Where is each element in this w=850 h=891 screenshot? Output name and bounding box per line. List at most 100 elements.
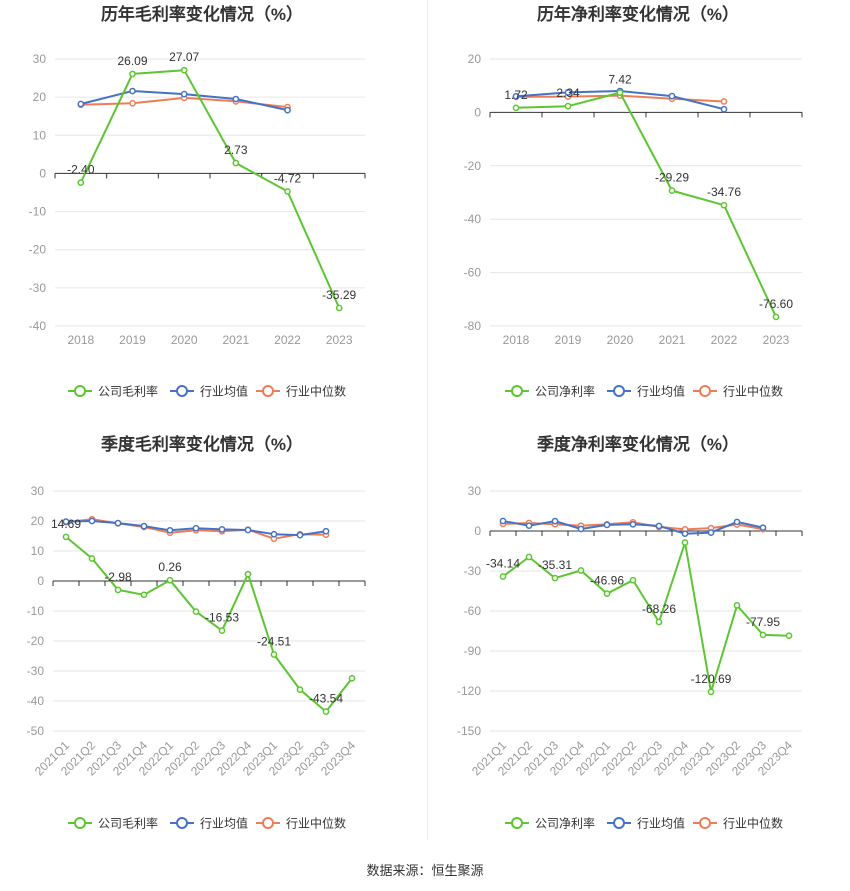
data-point-company <box>284 188 291 195</box>
x-tick-label: 2022 <box>274 333 301 347</box>
y-tick-label: -120 <box>457 684 481 698</box>
y-tick-label: -40 <box>27 694 45 708</box>
data-label: 7.42 <box>608 73 632 87</box>
y-tick-label: -20 <box>464 159 482 173</box>
data-point-company <box>720 201 728 209</box>
data-label: -16.53 <box>205 611 239 625</box>
data-label: 0.26 <box>158 560 182 574</box>
data-point-company <box>772 313 780 321</box>
data-label: -120.69 <box>691 672 732 686</box>
data-point-company <box>348 674 356 682</box>
data-point-company <box>629 576 637 584</box>
y-tick-label: -60 <box>464 266 482 280</box>
legend-marker-median <box>699 817 711 829</box>
y-tick-label: 20 <box>31 514 45 528</box>
data-label: -35.31 <box>538 558 572 572</box>
data-point-median <box>720 98 728 105</box>
y-tick-label: 20 <box>33 90 47 104</box>
legend-label-median: 行业中位数 <box>723 384 783 399</box>
legend-marker-avg <box>613 385 625 397</box>
data-point-company <box>512 104 520 112</box>
data-label: -68.26 <box>642 602 676 616</box>
data-point-company <box>681 539 689 546</box>
data-point-company <box>759 631 767 639</box>
data-label: 14.69 <box>51 517 81 531</box>
legend-marker-avg <box>176 817 188 829</box>
y-tick-label: -10 <box>29 205 47 219</box>
data-point-company <box>551 574 559 582</box>
data-point-avg <box>759 524 767 532</box>
data-point-company <box>180 66 188 74</box>
data-point-company <box>785 632 793 640</box>
y-tick-label: 10 <box>33 128 47 142</box>
legend-label-company: 公司毛利率 <box>98 816 158 831</box>
data-label: -76.60 <box>759 297 793 311</box>
y-tick-label: -30 <box>27 664 45 678</box>
chart-title: 历年毛利率变化情况（%） <box>101 4 303 24</box>
y-tick-label: 20 <box>468 52 482 66</box>
legend-marker-median <box>262 385 274 397</box>
data-point-company <box>232 159 240 167</box>
data-point-avg <box>525 522 533 530</box>
chart-panel-1: 历年毛利率变化情况（%） 30 20 10 0 -10 -20 -30 -40 2018 2019 2… <box>29 4 366 399</box>
y-tick-label: -40 <box>464 212 482 226</box>
y-tick-label: 30 <box>468 484 482 498</box>
y-tick-label: -40 <box>29 319 47 333</box>
y-tick-label: -60 <box>464 604 482 618</box>
data-point-company <box>525 553 533 561</box>
data-point-company <box>335 304 343 312</box>
data-label: -34.76 <box>707 185 741 199</box>
data-point-company <box>192 608 200 615</box>
data-label: 2.73 <box>224 143 248 157</box>
data-point-avg <box>603 521 611 529</box>
data-point-company <box>88 555 96 562</box>
data-point-avg <box>720 105 728 113</box>
x-tick-label: 2019 <box>119 333 146 347</box>
data-label: 26.09 <box>117 54 147 68</box>
data-label: -34.14 <box>486 557 520 571</box>
y-tick-label: 0 <box>37 574 44 588</box>
data-point-company <box>733 602 741 609</box>
series-line-company <box>79 69 341 309</box>
data-point-avg <box>232 95 240 103</box>
data-point-company <box>616 89 624 96</box>
legend-label-avg: 行业均值 <box>200 816 248 831</box>
data-point-company <box>296 686 304 693</box>
data-point-avg <box>140 522 148 530</box>
data-point-company <box>62 533 70 541</box>
data-point-avg <box>88 517 96 525</box>
data-label: 27.07 <box>169 50 199 64</box>
data-point-avg <box>322 527 330 535</box>
legend-marker-company <box>74 385 86 397</box>
data-point-avg <box>564 89 572 96</box>
data-point-avg <box>577 525 585 533</box>
legend-marker-company <box>74 817 86 829</box>
x-tick-label: 2021 <box>222 333 249 347</box>
chart-title: 历年净利率变化情况（%） <box>537 4 739 24</box>
legend-label-avg: 行业均值 <box>200 384 248 399</box>
x-tick-label: 2021 <box>659 333 686 347</box>
legend-label-avg: 行业均值 <box>637 816 685 831</box>
x-tick-label: 2019 <box>555 333 582 347</box>
x-tick-label: 2018 <box>503 333 530 347</box>
legend-marker-avg <box>613 817 625 829</box>
data-point-avg <box>655 522 663 530</box>
y-tick-label: -50 <box>27 724 45 738</box>
y-tick-label: 0 <box>474 524 481 538</box>
data-point-company <box>166 576 174 584</box>
data-source: 数据来源：恒生聚源 <box>366 863 484 878</box>
data-point-avg <box>668 92 676 100</box>
data-label: -24.51 <box>257 635 291 649</box>
data-label: -2.98 <box>104 570 132 584</box>
legend-marker-company <box>511 385 523 397</box>
legend-label-company: 公司毛利率 <box>98 384 158 399</box>
data-point-company <box>244 570 252 578</box>
data-point-company <box>140 591 148 599</box>
data-point-avg <box>681 530 689 538</box>
series-line-company <box>515 91 777 318</box>
data-label: -4.72 <box>274 171 302 185</box>
data-point-company <box>218 627 226 634</box>
data-point-company <box>322 708 330 715</box>
x-tick-label: 2022 <box>711 333 738 347</box>
data-point-company <box>270 651 278 658</box>
